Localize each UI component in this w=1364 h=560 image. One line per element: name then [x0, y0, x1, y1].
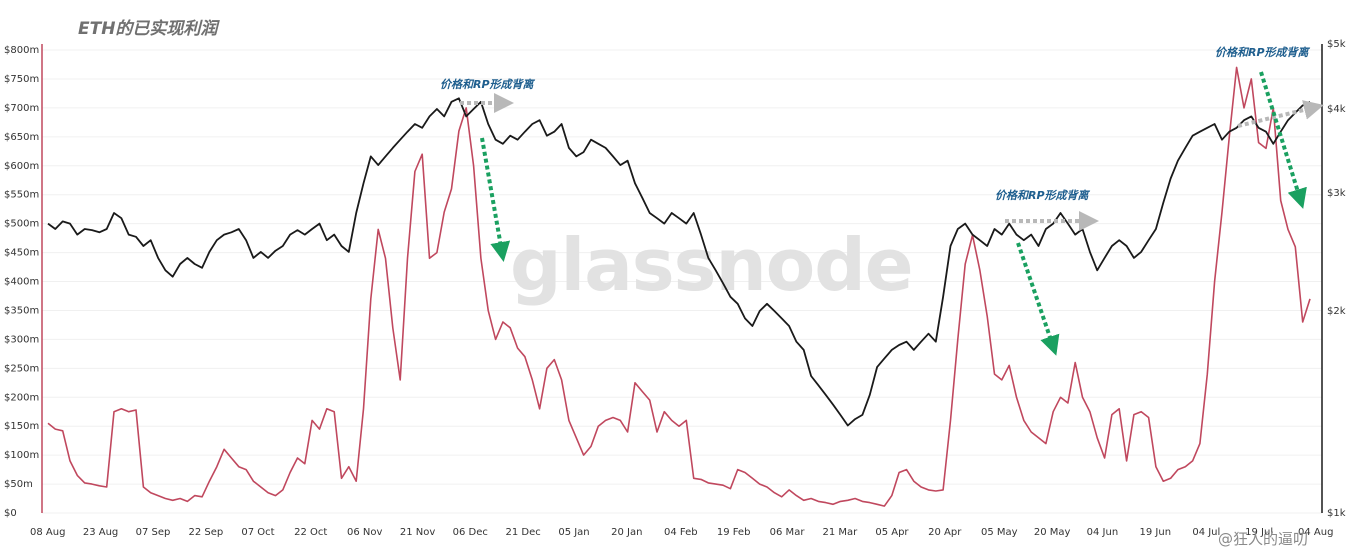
y-left-tick-label: $600m [4, 161, 39, 172]
y-left-tick-label: $350m [4, 305, 39, 316]
annotation-text-aug: 价格和RP形成背离 [1215, 46, 1311, 59]
x-tick-label: 20 Apr [928, 527, 962, 538]
y-left-tick-label: $0 [4, 508, 17, 519]
annotation-dec: 价格和RP形成背离 [440, 78, 536, 262]
y-left-tick-label: $450m [4, 248, 39, 259]
credit-text: @狂人的逼叨 [1218, 530, 1308, 548]
x-tick-label: 19 Jun [1140, 527, 1172, 538]
y-left-tick-label: $700m [4, 103, 39, 114]
x-tick-label: 07 Oct [241, 527, 274, 538]
x-tick-label: 22 Oct [294, 527, 327, 538]
x-tick-label: 06 Dec [453, 527, 488, 538]
x-tick-label: 06 Mar [770, 527, 806, 538]
x-tick-label: 05 May [981, 527, 1018, 538]
green-arrow-aug [1259, 71, 1307, 209]
y-left-tick-label: $250m [4, 363, 39, 374]
x-tick-label: 05 Apr [875, 527, 909, 538]
x-tick-label: 19 Jul [1245, 527, 1273, 538]
x-tick-label: 21 Mar [823, 527, 859, 538]
annotation-may: 价格和RP形成背离 [995, 189, 1099, 356]
y-right-tick-label: $3k [1327, 188, 1346, 199]
x-tick-label: 20 May [1034, 527, 1071, 538]
y-right-tick-label: $4k [1327, 104, 1346, 115]
x-tick-label: 23 Aug [83, 527, 118, 538]
watermark: glassnode [510, 223, 913, 307]
x-tick-label: 19 Feb [717, 527, 751, 538]
green-arrow-may [1016, 242, 1060, 356]
y-right-axis: $1k $2k $3k $4k $5k [1327, 39, 1346, 519]
x-tick-label: 04 Jul [1192, 527, 1220, 538]
x-tick-label: 06 Nov [347, 527, 383, 538]
y-left-tick-label: $550m [4, 190, 39, 201]
x-tick-label: 05 Jan [558, 527, 589, 538]
annotation-aug: 价格和RP形成背离 [1215, 46, 1324, 209]
y-left-tick-label: $500m [4, 219, 39, 230]
y-left-tick-label: $50m [4, 479, 33, 490]
x-tick-label: 04 Aug [1298, 527, 1333, 538]
y-left-tick-label: $400m [4, 277, 39, 288]
eth-price-line [47, 97, 1311, 427]
grid-lines [42, 49, 1322, 514]
x-tick-label: 07 Sep [136, 527, 171, 538]
chart-title: ETH的已实现利润 [78, 19, 220, 39]
y-left-tick-label: $200m [4, 392, 39, 403]
x-tick-label: 22 Sep [189, 527, 224, 538]
y-right-tick-label: $2k [1327, 306, 1346, 317]
y-left-axis: $0 $50m $100m $150m $200m $250m $300m $350m $400… [4, 45, 39, 519]
y-right-tick-label: $1k [1327, 508, 1346, 519]
y-right-tick-label: $5k [1327, 39, 1346, 50]
gray-arrow-aug [1237, 100, 1324, 128]
x-tick-label: 04 Jun [1087, 527, 1119, 538]
x-tick-label: 08 Aug [30, 527, 65, 538]
x-axis: 08 Aug 23 Aug 07 Sep 22 Sep 07 Oct 22 Oct 06 N… [30, 527, 1333, 538]
x-tick-label: 20 Jan [611, 527, 642, 538]
y-left-tick-label: $750m [4, 74, 39, 85]
y-left-tick-label: $650m [4, 132, 39, 143]
y-left-tick-label: $150m [4, 421, 39, 432]
x-tick-label: 21 Nov [400, 527, 436, 538]
x-tick-label: 04 Feb [664, 527, 698, 538]
annotation-text-dec: 价格和RP形成背离 [440, 78, 536, 91]
x-tick-label: 21 Dec [506, 527, 541, 538]
y-left-tick-label: $100m [4, 450, 39, 461]
y-left-tick-label: $800m [4, 45, 39, 56]
y-left-tick-label: $300m [4, 334, 39, 345]
annotation-text-may: 价格和RP形成背离 [995, 189, 1091, 202]
realized-profit-line [47, 66, 1311, 507]
series-lines [47, 66, 1311, 507]
green-arrow-dec [480, 137, 511, 262]
